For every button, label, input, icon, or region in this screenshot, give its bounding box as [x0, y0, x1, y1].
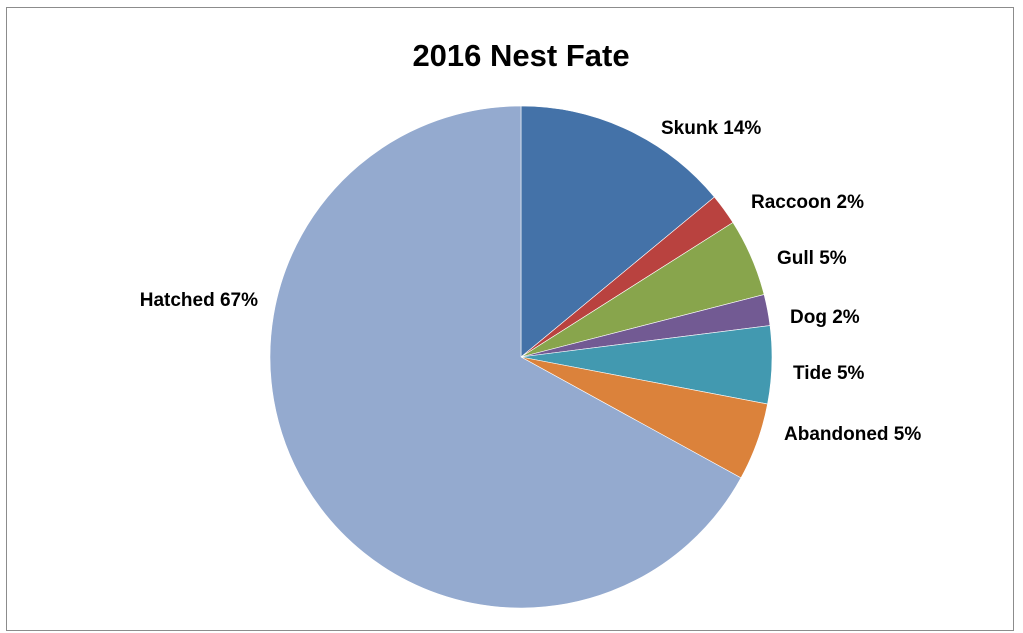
data-label-tide: Tide 5%	[793, 363, 865, 384]
data-label-gull: Gull 5%	[777, 248, 847, 269]
data-label-hatched: Hatched 67%	[140, 290, 258, 311]
data-label-abandoned: Abandoned 5%	[784, 424, 921, 445]
pie-slice-skunk	[520, 105, 715, 358]
data-label-dog: Dog 2%	[790, 307, 860, 328]
pie-slice-hatched	[269, 105, 742, 609]
data-label-skunk: Skunk 14%	[661, 118, 761, 139]
chart-title: 2016 Nest Fate	[412, 38, 629, 73]
data-label-raccoon: Raccoon 2%	[751, 192, 864, 213]
pie-labels: Skunk 14% Raccoon 2% Gull 5% Dog 2% Tide 5% A…	[140, 118, 922, 445]
pie-slices	[269, 105, 773, 609]
